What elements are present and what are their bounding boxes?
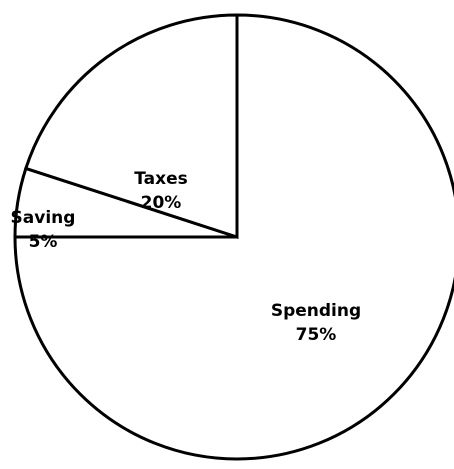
pie-slice <box>13 13 454 461</box>
slice-label: Saving <box>11 208 76 228</box>
pie-slice <box>23 13 239 240</box>
slice-label: Taxes <box>134 169 188 189</box>
slice-value-label: 5% <box>29 232 58 252</box>
slice-label: Spending <box>271 301 361 321</box>
slice-value-label: 20% <box>141 193 182 213</box>
slice-value-label: 75% <box>296 325 337 345</box>
